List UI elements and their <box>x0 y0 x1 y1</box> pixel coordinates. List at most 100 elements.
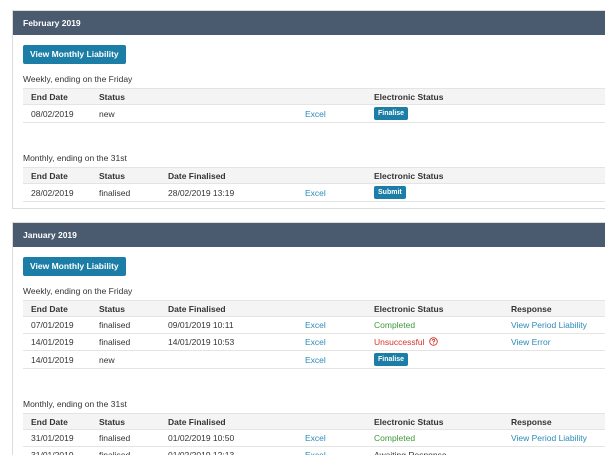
cell: finalised <box>91 183 160 202</box>
end-date: 31/01/2019 <box>31 450 74 455</box>
cell: 14/01/2019 <box>23 350 91 369</box>
data-row: 31/01/2019 finalised 01/02/2019 10:50 Excel… <box>23 429 605 447</box>
column-header <box>297 300 366 317</box>
cell: finalised <box>91 333 160 351</box>
column-header: Response <box>503 413 605 430</box>
data-row: 07/01/2019 finalised 09/01/2019 10:11 Excel… <box>23 316 605 334</box>
cell: Excel <box>297 183 366 202</box>
table-caption: Weekly, ending on the Friday <box>23 74 133 84</box>
status: finalised <box>99 450 131 455</box>
response[interactable]: View Period Liability <box>511 433 587 443</box>
cell: 14/01/2019 10:53 <box>160 333 297 351</box>
link[interactable]: Excel <box>305 433 326 443</box>
link[interactable]: Excel <box>305 108 326 119</box>
status: finalised <box>99 337 131 347</box>
link[interactable]: Excel <box>305 187 326 198</box>
cell: Excel <box>297 350 366 369</box>
response[interactable]: View Error <box>511 337 551 347</box>
column-header: Status <box>91 300 160 317</box>
cell: Finalise <box>366 104 503 123</box>
table-caption: Monthly, ending on the 31st <box>23 399 127 409</box>
status: finalised <box>99 320 131 330</box>
electronic-status[interactable]: Submit <box>374 186 406 199</box>
panel-header: January 2019 <box>13 223 605 247</box>
link[interactable]: Excel <box>305 450 326 455</box>
cell: Excel <box>297 104 366 123</box>
status: finalised <box>99 433 131 443</box>
cell: new <box>91 350 160 369</box>
cell: Completed <box>366 429 503 447</box>
column-header <box>297 88 366 105</box>
cell <box>160 104 297 123</box>
cell: Finalise <box>366 350 503 369</box>
liability-button[interactable]: View Monthly Liability <box>23 45 126 64</box>
cell: Unsuccessful <box>366 333 503 351</box>
electronic-status[interactable]: Finalise <box>374 107 409 120</box>
end-date: 14/01/2019 <box>31 337 74 347</box>
table-head: End Date Status Date Finalised Electronic S… <box>23 300 605 317</box>
panel-header: February 2019 <box>13 11 605 35</box>
cell: 31/01/2019 <box>23 429 91 447</box>
period-table: End Date Status Electronic Status 08/02/201… <box>23 88 605 123</box>
cell <box>503 104 605 123</box>
link[interactable]: Excel <box>305 320 326 330</box>
column-header: Status <box>91 413 160 430</box>
column-header: Response <box>503 300 605 317</box>
status: new <box>99 354 115 365</box>
response[interactable]: View Period Liability <box>511 320 587 330</box>
date-finalised: 01/02/2019 10:50 <box>168 433 235 443</box>
link[interactable]: Excel <box>305 337 326 347</box>
cell: 08/02/2019 <box>23 104 91 123</box>
period-table: End Date Status Date Finalised Electronic S… <box>23 413 605 455</box>
electronic-status: Completed <box>374 320 416 330</box>
column-header: End Date <box>23 413 91 430</box>
column-header: Electronic Status <box>366 88 503 105</box>
electronic-status[interactable]: Finalise <box>374 353 409 366</box>
table-head: End Date Status Date Finalised Electronic S… <box>23 413 605 430</box>
panel: January 2019 View Monthly Liability Weekly… <box>12 222 605 455</box>
column-header: End Date <box>23 167 91 184</box>
table-caption: Weekly, ending on the Friday <box>23 286 133 296</box>
header-row: End Date Status Date Finalised Electronic S… <box>23 300 605 317</box>
help-icon[interactable] <box>428 337 438 346</box>
link[interactable]: Excel <box>305 354 326 365</box>
cell: Submit <box>366 183 503 202</box>
period-table: End Date Status Date Finalised Electronic S… <box>23 167 605 202</box>
cell: 28/02/2019 <box>23 183 91 202</box>
column-header: Date Finalised <box>160 413 297 430</box>
cell: 01/02/2019 12:13 <box>160 446 297 455</box>
cell <box>503 183 605 202</box>
cell: finalised <box>91 446 160 455</box>
column-header <box>160 88 297 105</box>
column-header: Electronic Status <box>366 300 503 317</box>
liability-button[interactable]: View Monthly Liability <box>23 257 126 276</box>
data-row: 31/01/2019 finalised 01/02/2019 12:13 Excel… <box>23 446 605 455</box>
column-header: Electronic Status <box>366 413 503 430</box>
cell: View Error <box>503 333 605 351</box>
spacer <box>13 123 605 143</box>
column-header: Date Finalised <box>160 167 297 184</box>
cell: finalised <box>91 429 160 447</box>
cell: Excel <box>297 429 366 447</box>
electronic-status: Completed <box>374 433 416 443</box>
cell: new <box>91 104 160 123</box>
header-row: End Date Status Date Finalised Electronic S… <box>23 413 605 430</box>
column-header <box>503 167 605 184</box>
column-header: Date Finalised <box>160 300 297 317</box>
date-finalised: 28/02/2019 13:19 <box>168 187 235 198</box>
cell <box>503 446 605 455</box>
data-row: 14/01/2019 finalised 14/01/2019 10:53 Excel… <box>23 333 605 351</box>
table-body: 08/02/2019 new Excel Finalise <box>23 104 605 123</box>
column-header: End Date <box>23 300 91 317</box>
column-header <box>503 88 605 105</box>
electronic-status: Awaiting Response <box>374 450 447 455</box>
cell <box>503 350 605 369</box>
cell: Completed <box>366 316 503 334</box>
cell: 09/01/2019 10:11 <box>160 316 297 334</box>
cell: 01/02/2019 10:50 <box>160 429 297 447</box>
table-caption: Monthly, ending on the 31st <box>23 153 127 163</box>
table-body: 07/01/2019 finalised 09/01/2019 10:11 Excel… <box>23 316 605 369</box>
cell <box>160 350 297 369</box>
column-header <box>297 167 366 184</box>
